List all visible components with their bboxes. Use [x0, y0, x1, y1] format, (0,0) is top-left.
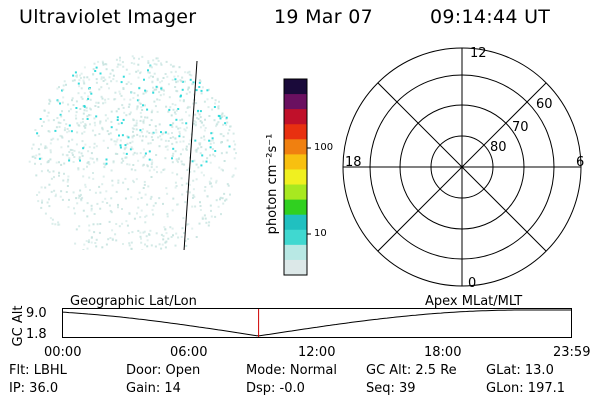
status-ip: IP: 36.0	[9, 381, 59, 396]
timeline-ytick-high: 9.0	[26, 306, 47, 321]
timeline-ytick-low: 1.8	[26, 327, 47, 342]
mlat-label-80: 80	[490, 140, 507, 155]
timeline-xtick-2359: 23:59	[553, 345, 591, 360]
uv-image	[28, 55, 237, 250]
status-gc-alt: GC Alt: 2.5 Re	[366, 363, 457, 378]
terminator-line	[183, 60, 198, 250]
mlt-label-6: 6	[576, 155, 585, 170]
status-filter: Flt: LBHL	[9, 363, 67, 378]
timeline-xtick-1200: 12:00	[298, 345, 336, 360]
observation-date: 19 Mar 07	[274, 6, 373, 28]
timeline-left-title: Geographic Lat/Lon	[70, 294, 197, 309]
polar-grid	[342, 47, 582, 287]
timeline-xtick-0600: 06:00	[170, 345, 208, 360]
status-mode: Mode: Normal	[246, 363, 337, 378]
mlat-label-60: 60	[536, 97, 553, 112]
mlt-label-18: 18	[345, 155, 362, 170]
status-dsp: Dsp: -0.0	[246, 381, 305, 396]
altitude-curve	[62, 309, 572, 337]
colorbar-unit-label: photon cm⁻²s⁻¹	[265, 133, 280, 235]
timeline-xtick-0000: 00:00	[44, 345, 82, 360]
status-glat: GLat: 13.0	[486, 363, 554, 378]
status-gain: Gain: 14	[126, 381, 181, 396]
colorbar	[283, 78, 311, 276]
status-glon: GLon: 197.1	[486, 381, 566, 396]
colorbar-tick-10: 10	[314, 228, 327, 239]
mlt-label-0: 0	[468, 276, 477, 291]
mlat-label-70: 70	[512, 120, 529, 135]
status-seq: Seq: 39	[366, 381, 416, 396]
instrument-title: Ultraviolet Imager	[19, 6, 197, 28]
colorbar-tick-100: 100	[314, 142, 334, 153]
timeline-ylabel: GC Alt	[11, 305, 26, 347]
status-door: Door: Open	[126, 363, 201, 378]
timeline-right-title: Apex MLat/MLT	[425, 294, 523, 309]
observation-time: 09:14:44 UT	[430, 6, 551, 28]
timeline-plot	[62, 308, 572, 338]
mlt-label-12: 12	[470, 46, 487, 61]
timeline-xtick-1800: 18:00	[424, 345, 462, 360]
